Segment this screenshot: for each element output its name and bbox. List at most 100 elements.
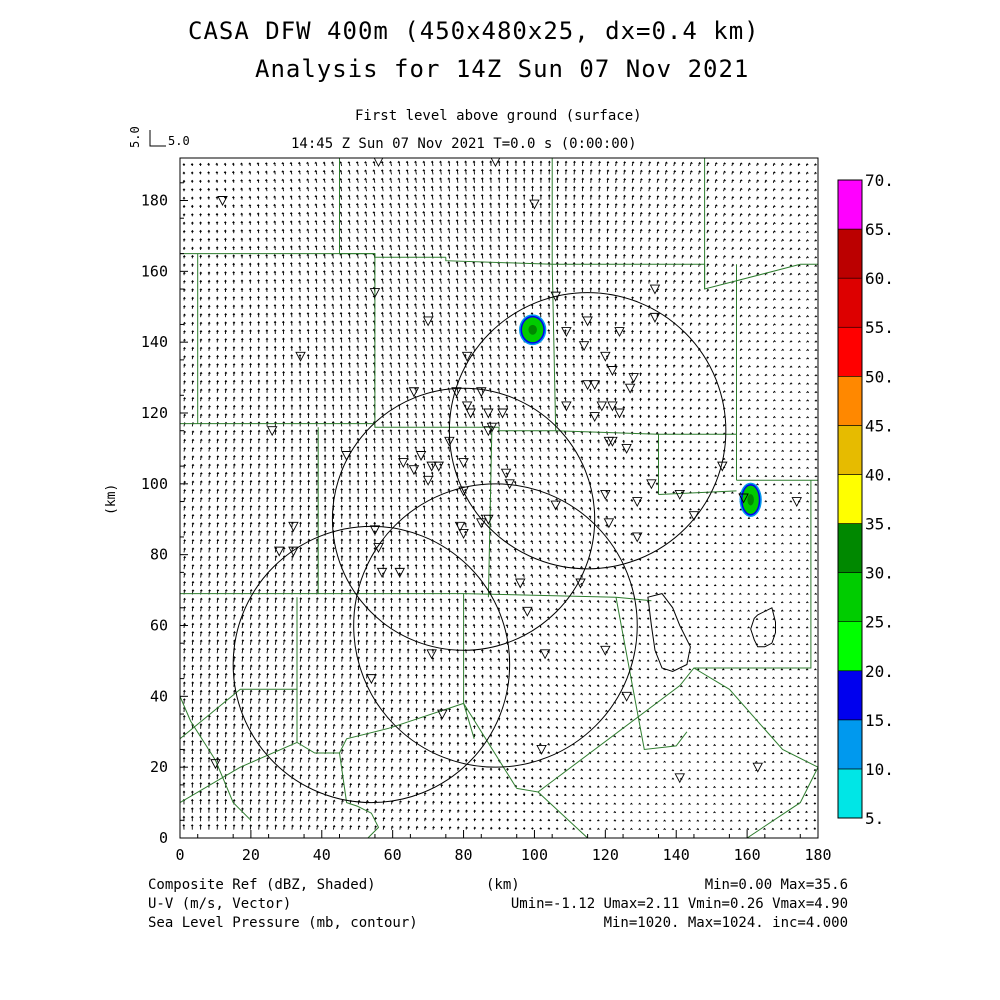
station-marker — [483, 408, 494, 419]
footer-left-line3: Sea Level Pressure (mb, contour) — [148, 915, 418, 931]
y-tick-label: 140 — [141, 333, 168, 351]
plot-title-line1: CASA DFW 400m (450x480x25, dx=0.4 km) — [188, 17, 760, 45]
y-tick-label: 180 — [141, 192, 168, 210]
station-marker — [600, 645, 611, 656]
county-line — [180, 696, 252, 821]
county-line — [460, 426, 556, 432]
station-marker — [738, 493, 749, 504]
reflectivity-cell — [739, 482, 762, 517]
vector-reference-label: 5.0 — [168, 134, 190, 148]
station-marker — [550, 291, 561, 302]
station-marker — [550, 500, 561, 511]
station-marker — [607, 366, 618, 376]
y-tick-label: 40 — [150, 687, 168, 705]
reflectivity-shade-30 — [747, 494, 754, 506]
station-marker — [522, 606, 533, 617]
station-marker — [483, 426, 494, 437]
x-tick-label: 80 — [455, 846, 473, 864]
colorbar-swatch — [837, 719, 863, 770]
station-marker — [596, 401, 608, 412]
station-marker — [373, 543, 384, 554]
station-marker — [210, 759, 221, 770]
station-marker — [603, 518, 615, 529]
station-marker — [649, 312, 661, 323]
station-marker — [398, 458, 409, 469]
station-marker — [454, 521, 466, 532]
x-tick-label: 0 — [175, 846, 184, 864]
station-marker — [295, 351, 306, 362]
station-marker — [426, 649, 437, 660]
colorbar-swatch — [837, 572, 863, 622]
station-marker — [266, 426, 278, 437]
reflectivity-shading — [519, 314, 762, 517]
county-line — [318, 593, 652, 602]
county-line — [746, 766, 818, 838]
station-marker — [408, 465, 420, 476]
county-line — [388, 702, 464, 729]
station-marker — [539, 649, 551, 660]
axes: 0 20 40 60 80 100 120 140 160 180 0 20 40 60 80 100 120 1… — [141, 182, 832, 864]
footer-right-line2: Umin=-1.12 Umax=2.11 Vmin=0.26 Vmax=4.90 — [510, 896, 848, 912]
x-tick-label: 180 — [804, 846, 831, 864]
colorbar-swatch — [837, 474, 863, 524]
vector-reference-arrow — [149, 130, 166, 147]
station-marker — [621, 691, 632, 702]
county-line — [463, 703, 518, 789]
plot-subtitle: First level above ground (surface) — [355, 108, 642, 124]
station-marker — [426, 461, 437, 472]
county-line — [487, 427, 493, 598]
station-marker — [500, 468, 512, 479]
x-tick-label: 40 — [313, 846, 331, 864]
station-marker — [600, 490, 611, 500]
station-marker — [369, 525, 381, 536]
y-tick-label: 0 — [159, 829, 168, 847]
station-marker — [461, 351, 473, 362]
colorbar-swatch — [837, 277, 863, 328]
station-marker — [458, 486, 469, 497]
county-line — [296, 689, 390, 754]
colorbar-swatch — [837, 228, 863, 279]
colorbar-swatch — [837, 523, 863, 573]
x-tick-label: 140 — [663, 846, 690, 864]
county-line — [374, 423, 460, 428]
radar-range-ring — [448, 292, 727, 570]
county-line — [233, 253, 376, 425]
station-marker — [376, 567, 388, 578]
station-markers — [210, 158, 802, 784]
station-marker — [422, 316, 434, 327]
colorbar-label: 35. — [865, 515, 894, 534]
station-marker — [631, 497, 643, 508]
county-line — [516, 480, 812, 793]
y-tick-label: 80 — [150, 546, 168, 564]
station-marker — [607, 401, 618, 412]
station-marker — [624, 383, 636, 394]
station-marker — [578, 341, 590, 352]
station-marker — [458, 458, 469, 469]
station-marker — [688, 511, 700, 522]
county-line — [552, 263, 818, 290]
station-marker — [791, 497, 802, 508]
colorbar-swatch — [837, 376, 863, 426]
x-tick-label: 100 — [521, 846, 548, 864]
station-marker — [490, 158, 501, 168]
colorbar-swatch — [837, 425, 863, 475]
station-marker — [752, 762, 763, 773]
station-marker — [674, 490, 686, 500]
y-tick-label: 60 — [150, 617, 168, 635]
station-marker — [394, 567, 406, 578]
station-marker — [217, 196, 228, 206]
station-marker — [649, 284, 661, 295]
station-marker — [621, 443, 632, 454]
y-tick-label: 20 — [150, 758, 168, 776]
county-line — [537, 791, 588, 838]
station-marker — [614, 327, 625, 338]
colorbar-label: 40. — [865, 465, 894, 484]
colorbar-label: 65. — [865, 220, 894, 239]
county-line — [180, 741, 298, 804]
x-axis-label: (km) — [486, 877, 520, 893]
colorbar-swatch — [837, 768, 863, 819]
station-marker — [631, 532, 643, 543]
station-marker — [373, 158, 384, 168]
county-line — [693, 667, 818, 768]
colorbar-label: 60. — [865, 269, 894, 288]
